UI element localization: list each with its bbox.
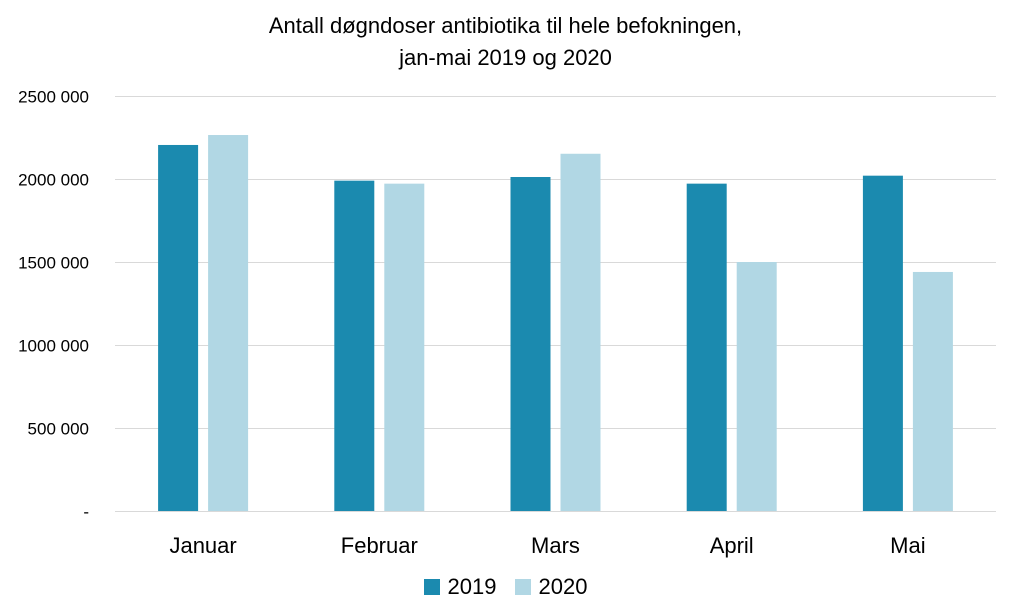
chart-title-line-2: jan-mai 2019 og 2020 — [399, 45, 612, 70]
bar-januar-2020 — [208, 135, 249, 511]
bar-februar-2020 — [384, 183, 425, 511]
legend-label-2019: 2019 — [447, 574, 497, 599]
bar-april-2019 — [686, 183, 727, 511]
legend: 2019 2020 — [0, 574, 1011, 600]
bar-mai-2019 — [862, 175, 903, 511]
x-axis-labels: Januar Februar Mars April Mai — [169, 533, 925, 558]
bar-mars-2019 — [510, 177, 551, 511]
legend-swatch-2019 — [423, 579, 440, 595]
legend-item-2019: 2019 — [423, 574, 497, 600]
legend-item-2020: 2020 — [514, 574, 588, 600]
legend-swatch-2020 — [514, 579, 531, 595]
y-tick-label-2: 1000 000 — [18, 337, 89, 356]
y-tick-label-1: 500 000 — [28, 420, 89, 439]
x-tick-label-mai: Mai — [890, 533, 925, 558]
bar-mars-2020 — [560, 153, 601, 511]
bar-februar-2019 — [334, 180, 375, 511]
bar-mai-2020 — [912, 271, 953, 511]
x-tick-label-januar: Januar — [169, 533, 236, 558]
chart-title: Antall døgndoser antibiotika til hele be… — [0, 10, 1011, 74]
y-tick-label-5: 2500 000 — [18, 88, 89, 107]
bars — [158, 135, 953, 511]
x-tick-label-mars: Mars — [531, 533, 580, 558]
bar-april-2020 — [736, 262, 777, 511]
chart-title-line-1: Antall døgndoser antibiotika til hele be… — [268, 13, 743, 38]
x-tick-label-februar: Februar — [341, 533, 418, 558]
bar-januar-2019 — [158, 144, 199, 511]
y-tick-label-3: 1500 000 — [18, 254, 89, 273]
legend-label-2020: 2020 — [538, 574, 588, 599]
y-axis-ticks: - 500 000 1000 000 1500 000 2000 000 2500 000 — [18, 88, 89, 522]
y-tick-label-0: - — [83, 503, 89, 522]
y-tick-label-4: 2000 000 — [18, 171, 89, 190]
x-tick-label-april: April — [710, 533, 754, 558]
gridlines — [115, 96, 996, 512]
